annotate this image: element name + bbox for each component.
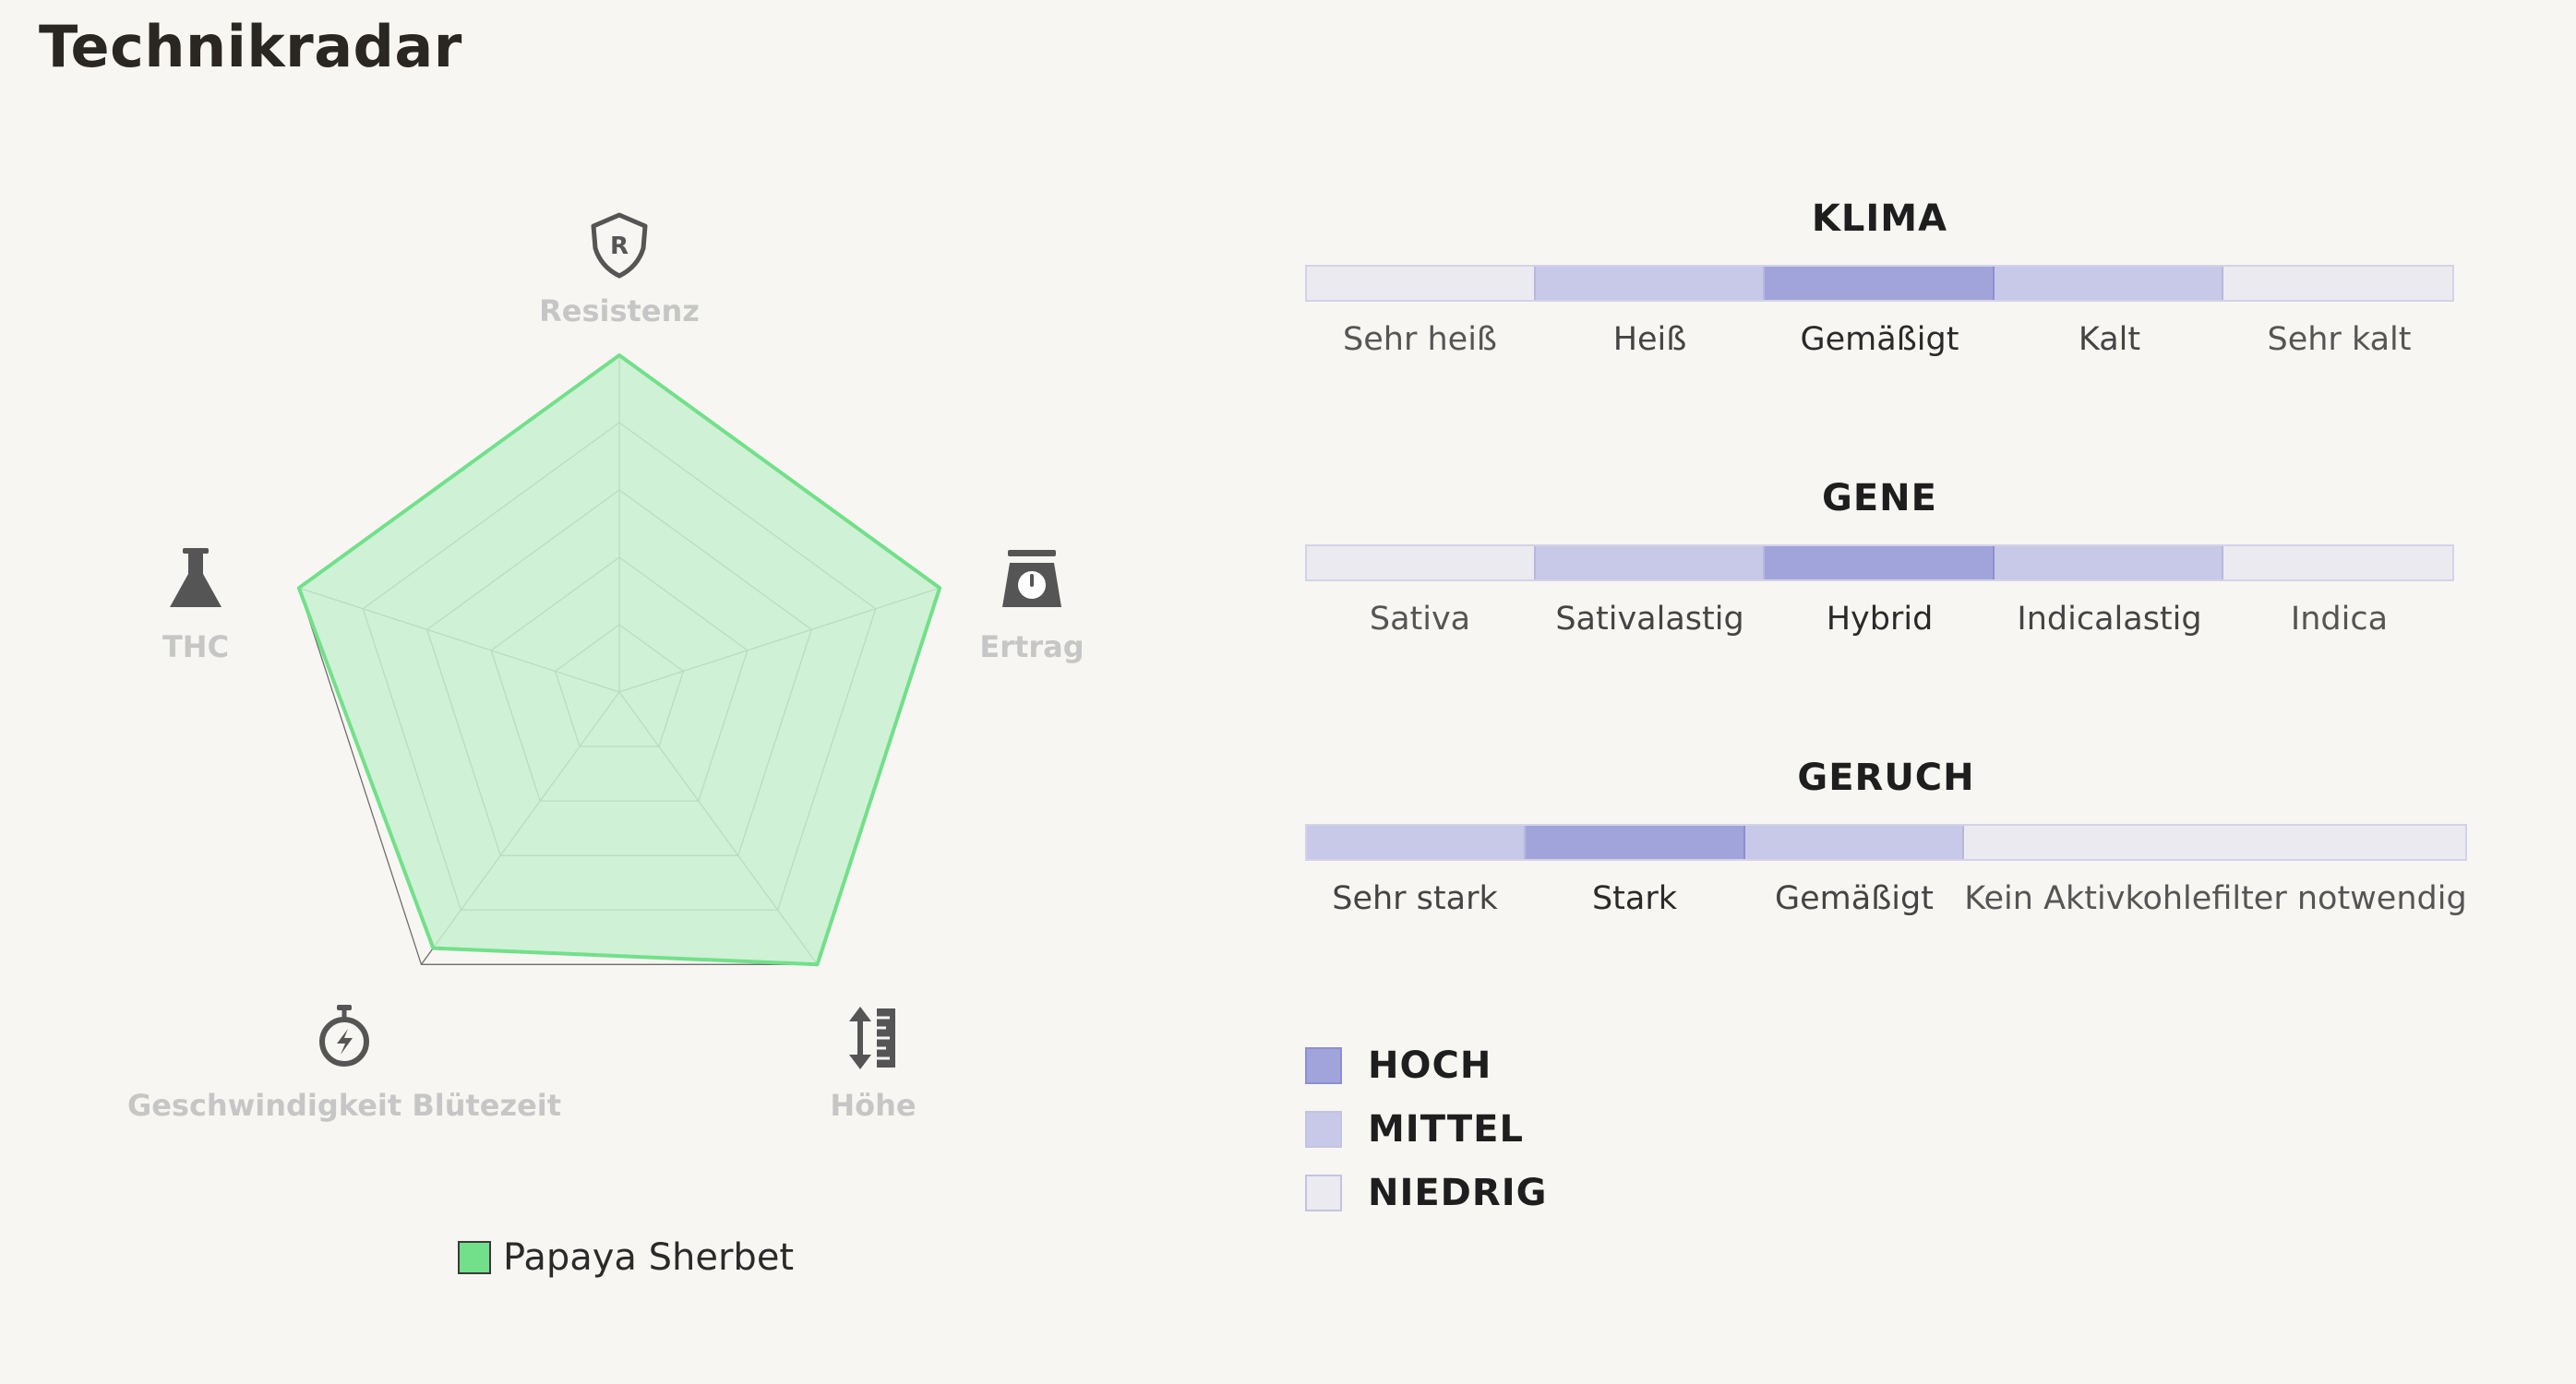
key-swatch-mid <box>1305 1111 1342 1148</box>
klima-title: KLIMA <box>1811 197 1948 240</box>
scale-segment-mid <box>1744 826 1964 859</box>
scale-label: Hybrid <box>1826 601 1934 638</box>
geruch-title: GERUCH <box>1797 757 1975 799</box>
key-label-mid: MITTEL <box>1368 1108 1524 1151</box>
scale-label: Sativalastig <box>1555 601 1744 638</box>
key-swatch-high <box>1305 1047 1342 1084</box>
scale-label: Sehr kalt <box>2267 321 2412 358</box>
legend-label: Papaya Sherbet <box>503 1236 794 1279</box>
radar-series-area <box>296 353 942 967</box>
scale-label: Kalt <box>2078 321 2141 358</box>
scale-label: Gemäßigt <box>1800 321 1959 358</box>
scale-segment-mid <box>1536 546 1766 579</box>
geruch-labels: Sehr stark Stark Gemäßigt Kein Aktivkohlefi… <box>1305 880 2467 917</box>
klima-labels: Sehr heiß Heiß Gemäßigt Kalt Sehr kalt <box>1305 321 2454 358</box>
svg-text:R: R <box>610 233 629 260</box>
gene-labels: Sativa Sativalastig Hybrid Indicalastig Indi… <box>1305 601 2454 638</box>
scale-label: Sativa <box>1369 601 1471 638</box>
radar-chart: R Resistenz Ertrag Höhe Geschwindigkeit Blüt… <box>127 212 1084 1279</box>
scale-segment-mid <box>1994 267 2223 300</box>
key-label-low: NIEDRIG <box>1368 1172 1548 1214</box>
scale-label: Heiß <box>1612 321 1687 358</box>
radar-axis-label-4: Geschwindigkeit Blütezeit <box>127 1088 561 1123</box>
scale-segment-high <box>1526 826 1745 859</box>
scale-label: Kein Aktivkohlefilter notwendig <box>1964 880 2467 917</box>
key-row-mid: MITTEL <box>1305 1108 1524 1151</box>
scale-label: Indicalastig <box>2017 601 2202 638</box>
geruch-bar <box>1305 824 2467 861</box>
height-ruler-icon <box>849 1007 895 1069</box>
scale-segment-mid <box>1536 267 1766 300</box>
radar-axis-label-3: Höhe <box>830 1088 916 1123</box>
scale-label: Gemäßigt <box>1775 880 1934 917</box>
scale-segment-mid <box>1307 826 1527 859</box>
radar-axis-label-2: Ertrag <box>979 629 1084 664</box>
radar-axis-label-1: Resistenz <box>539 293 700 328</box>
scale-label: Sehr stark <box>1332 880 1498 917</box>
gene-title: GENE <box>1822 477 1937 519</box>
scale-segment-low <box>1307 546 1537 579</box>
key-row-high: HOCH <box>1305 1044 1492 1087</box>
page-title: Technikradar <box>39 13 462 80</box>
legend-swatch <box>458 1241 491 1274</box>
klima-bar <box>1305 265 2454 302</box>
key-row-low: NIEDRIG <box>1305 1172 1547 1214</box>
scale-segment-low <box>2223 546 2452 579</box>
flask-icon <box>170 548 222 607</box>
scale-label: Indica <box>2290 601 2389 638</box>
scale-segment-high <box>1765 546 1995 579</box>
gene-bar <box>1305 544 2454 581</box>
radar-axis-label-5: THC <box>162 629 229 664</box>
scale-segment-low <box>2223 267 2452 300</box>
scale-segment-low <box>1963 826 2466 859</box>
shield-r-icon: R <box>591 212 648 279</box>
scale-label: Stark <box>1591 880 1678 917</box>
key-swatch-low <box>1305 1175 1342 1211</box>
stopwatch-icon <box>319 1005 369 1067</box>
scale-label: Sehr heiß <box>1343 321 1497 358</box>
scale-segment-high <box>1765 267 1995 300</box>
scale-segment-low <box>1307 267 1537 300</box>
scale-weight-icon <box>1002 550 1061 607</box>
scale-segment-mid <box>1994 546 2223 579</box>
key-label-high: HOCH <box>1368 1044 1492 1087</box>
